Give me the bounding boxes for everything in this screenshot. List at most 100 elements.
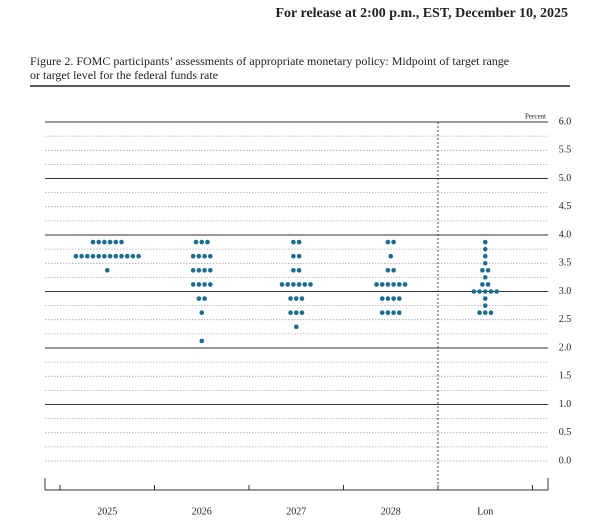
dot <box>107 239 113 245</box>
dot <box>202 268 207 273</box>
dot <box>482 303 488 308</box>
dot <box>488 310 494 315</box>
dot <box>190 282 196 287</box>
dot <box>196 296 202 301</box>
y-tick-label: 6.0 <box>559 116 572 127</box>
dot <box>296 282 302 287</box>
dot <box>379 310 385 315</box>
dot <box>385 296 391 301</box>
dot <box>199 239 205 245</box>
y-tick-label: 0.0 <box>559 455 572 466</box>
dot <box>482 289 488 294</box>
dot <box>488 289 494 294</box>
dot <box>385 268 391 273</box>
dot <box>494 289 499 294</box>
dot <box>480 268 485 273</box>
dot <box>279 282 285 287</box>
dot <box>208 282 213 287</box>
dot <box>202 296 207 301</box>
y-tick-label: 5.5 <box>559 145 572 156</box>
dot <box>208 253 213 259</box>
dot <box>291 268 296 273</box>
dot <box>202 282 207 287</box>
dot <box>288 296 293 301</box>
dot <box>391 310 396 315</box>
dot <box>477 289 482 294</box>
dot <box>374 282 379 287</box>
dot <box>291 282 296 287</box>
dot <box>379 282 385 287</box>
dot <box>485 282 491 287</box>
dot <box>113 253 119 259</box>
dot <box>397 310 402 315</box>
x-tick-label: Lon <box>477 506 493 517</box>
dot <box>299 296 305 301</box>
dot <box>402 282 408 287</box>
chart-title: or target level for the federal funds ra… <box>30 68 218 82</box>
dot <box>196 253 202 259</box>
dot <box>482 253 488 259</box>
dot <box>482 310 488 315</box>
dot <box>85 253 90 259</box>
dot <box>196 268 202 273</box>
y-tick-label: 2.5 <box>559 314 572 325</box>
y-tick-label: 5.0 <box>559 173 572 184</box>
dot <box>291 253 296 259</box>
dot <box>482 246 488 252</box>
dot <box>193 239 199 245</box>
dot <box>190 253 196 259</box>
dot <box>285 282 291 287</box>
dot <box>113 239 119 245</box>
y-unit: Percent <box>525 113 546 121</box>
dot <box>119 253 124 259</box>
dot <box>136 253 141 259</box>
dot <box>124 253 130 259</box>
release-header: For release at 2:00 p.m., EST, December … <box>275 6 568 21</box>
dot <box>385 239 391 245</box>
x-tick-label: 2028 <box>381 506 401 517</box>
dot <box>288 310 293 315</box>
y-tick-label: 4.5 <box>559 201 572 212</box>
dot <box>379 296 385 301</box>
y-tick-label: 4.0 <box>559 229 572 240</box>
dot <box>471 289 477 294</box>
y-tick-label: 2.0 <box>559 342 572 353</box>
dot <box>391 282 396 287</box>
dot <box>485 268 491 273</box>
dot <box>391 296 396 301</box>
dot <box>96 253 101 259</box>
dot <box>293 324 299 330</box>
dot <box>199 338 205 344</box>
dot <box>107 253 113 259</box>
dot <box>482 260 488 266</box>
dot <box>296 253 302 259</box>
dot <box>208 268 213 273</box>
y-tick-label: 1.5 <box>559 371 572 382</box>
x-tick-label: 2026 <box>192 506 212 517</box>
dot <box>385 282 391 287</box>
dot <box>190 268 196 273</box>
dot <box>293 296 299 301</box>
dot <box>482 296 488 301</box>
dot <box>73 253 79 259</box>
y-tick-label: 0.5 <box>559 427 572 438</box>
x-tick-label: 2027 <box>286 506 306 517</box>
dot <box>205 239 210 245</box>
dot <box>480 282 485 287</box>
dot <box>391 268 396 273</box>
dot <box>477 310 482 315</box>
dot <box>104 268 110 273</box>
dot <box>385 310 391 315</box>
dot <box>96 239 101 245</box>
dot <box>90 253 96 259</box>
y-tick-label: 3.5 <box>559 258 572 269</box>
dot <box>397 282 402 287</box>
chart-title: Figure 2. FOMC participants’ assessments… <box>30 54 509 68</box>
dot <box>102 239 107 245</box>
y-tick-label: 3.0 <box>559 286 572 297</box>
dot <box>199 310 205 315</box>
dot <box>296 239 302 245</box>
dot <box>299 310 305 315</box>
dot <box>397 296 402 301</box>
